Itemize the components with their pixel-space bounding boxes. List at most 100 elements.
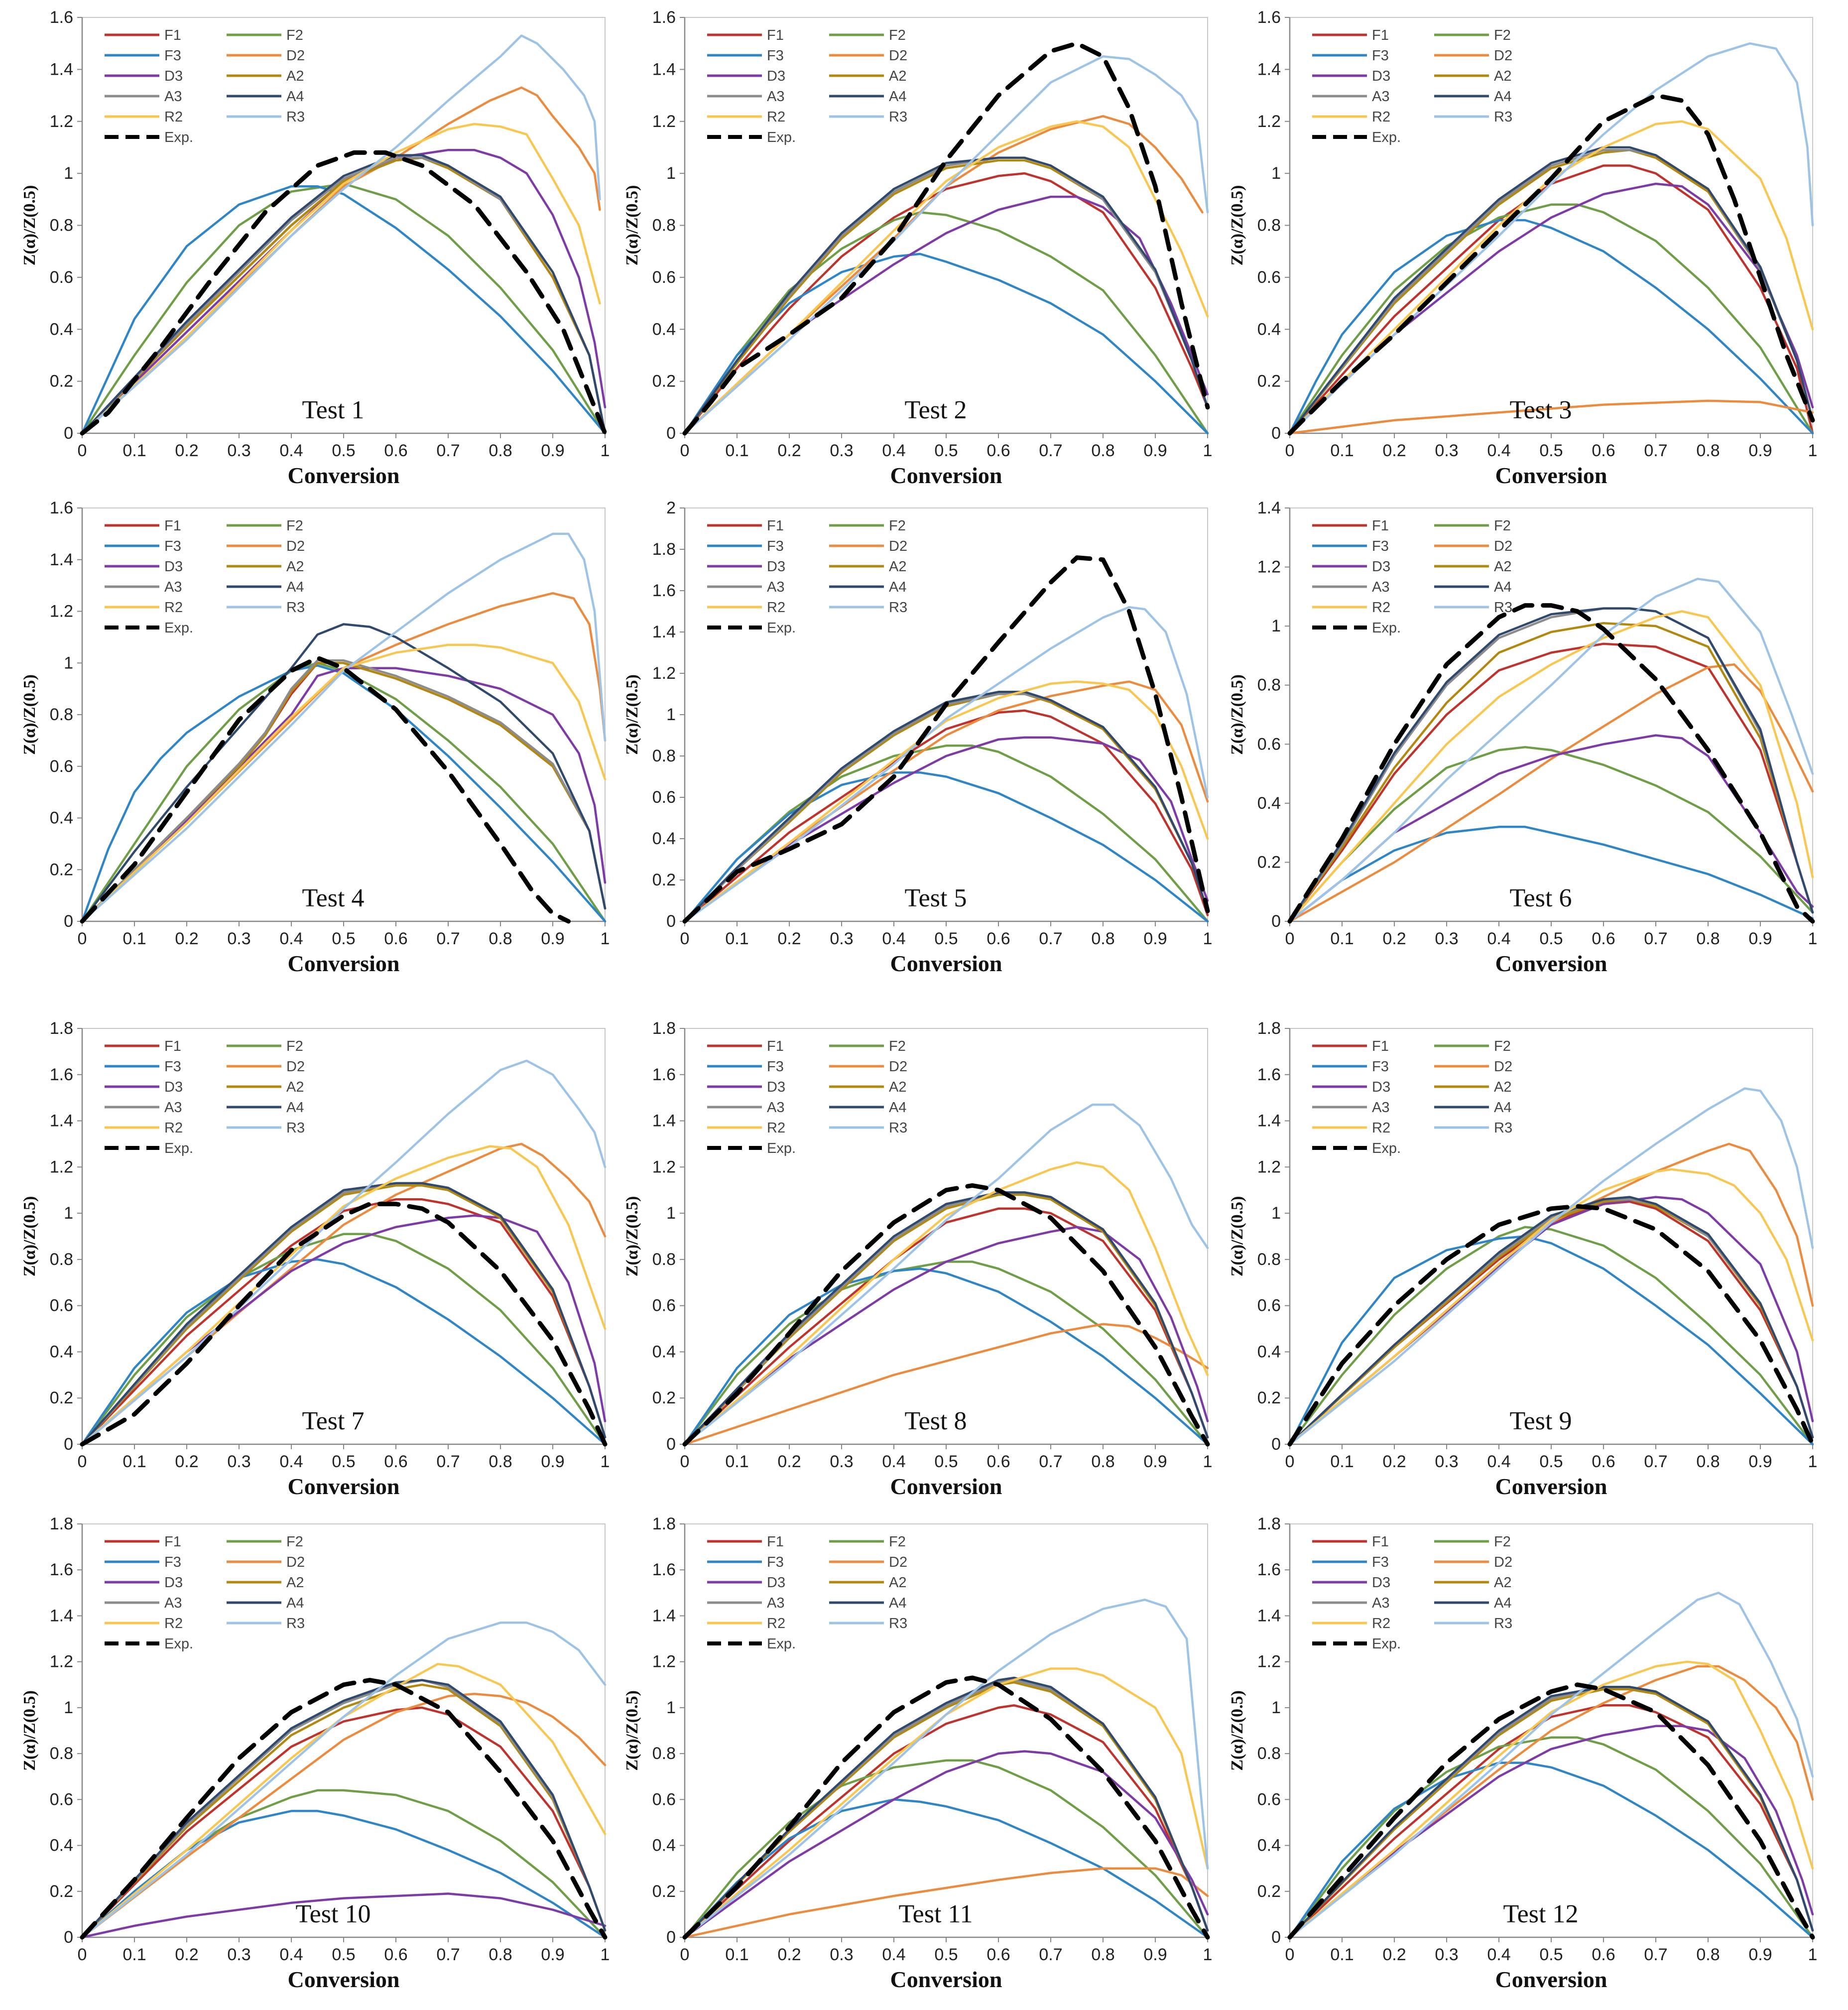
legend-label: A4	[1494, 579, 1511, 595]
series-line-f3	[1288, 826, 1814, 923]
x-tick-label: 0.8	[489, 1945, 512, 1964]
legend-label: A4	[286, 1100, 304, 1116]
x-tick-label: 0	[78, 441, 87, 460]
y-tick-label: 1.4	[1257, 1606, 1281, 1625]
legend-label: D3	[1372, 1079, 1390, 1095]
x-tick-label: 1	[601, 1452, 610, 1471]
y-tick-label: 1	[1271, 164, 1281, 183]
legend-label: A3	[767, 1595, 784, 1611]
x-tick-label: 0.7	[436, 929, 460, 948]
x-tick-label: 0.3	[227, 1945, 250, 1964]
y-tick-label: 0.2	[652, 372, 676, 391]
x-tick-label: 1	[1808, 1945, 1818, 1964]
series-line-f1	[81, 156, 607, 435]
chart-panel-5: 0 0.2 0.4 0.6 0.8 1 1.2 1.4 1.6 1.8 2 0 0.1 0.2 0.3 0.4…	[623, 499, 1212, 976]
series-line-a4	[1288, 146, 1814, 435]
y-tick-label: 1.4	[652, 1112, 676, 1131]
x-tick-label: 1	[1808, 929, 1818, 948]
legend-label: A4	[1494, 89, 1511, 105]
legend-label: F2	[286, 1534, 303, 1550]
x-tick-label: 0.8	[489, 1452, 512, 1471]
y-tick-label: 1.6	[50, 1065, 73, 1084]
legend-label: D2	[286, 48, 305, 64]
legend-label: D3	[767, 559, 785, 575]
y-tick-label: 1.2	[652, 112, 676, 131]
x-axis-title: Conversion	[890, 1474, 1002, 1499]
series-line-r2	[1288, 1660, 1814, 1939]
y-tick-label: 0	[1271, 424, 1281, 443]
series-line-r2	[81, 1663, 607, 1939]
chart-panel-10: 0 0.2 0.4 0.6 0.8 1 1.2 1.4 1.6 1.8 0 0.1 0.2 0.3 0.4 0…	[20, 1514, 610, 1992]
legend-label: F2	[286, 1038, 303, 1054]
legend-label: F1	[767, 1534, 784, 1550]
legend-label: A2	[286, 1575, 304, 1591]
chart-title: Test 4	[302, 884, 365, 912]
series-line-f1	[1288, 1200, 1814, 1446]
y-tick-label: 1.4	[652, 60, 676, 79]
y-tick-label: 1.6	[1257, 1065, 1281, 1084]
legend-label: A2	[889, 68, 906, 84]
series-line-f2	[81, 1233, 607, 1446]
y-tick-label: 0	[64, 1928, 73, 1947]
series-line-d3	[683, 1750, 1209, 1939]
x-tick-label: 0.9	[1748, 441, 1772, 460]
x-tick-label: 0.9	[1748, 1945, 1772, 1964]
series-line-d3	[81, 1892, 607, 1939]
x-tick-label: 0.3	[227, 441, 250, 460]
x-tick-label: 0.2	[777, 441, 801, 460]
legend-label: A3	[164, 1595, 182, 1611]
y-tick-label: 0.8	[1257, 1744, 1281, 1763]
y-tick-label: 1	[64, 1204, 73, 1223]
x-tick-label: 0.4	[882, 1452, 905, 1471]
y-axis-title: Z(α)/Z(0.5)	[623, 1196, 641, 1277]
legend-label: D2	[286, 1059, 305, 1075]
legend-label: F3	[164, 538, 181, 554]
legend-label: A2	[1494, 1079, 1511, 1095]
x-tick-label: 0	[680, 441, 690, 460]
y-tick-label: 0.6	[652, 1790, 676, 1809]
series-line-d3	[1288, 1196, 1814, 1446]
y-tick-label: 1	[1271, 1204, 1281, 1223]
legend-label: A3	[767, 89, 784, 105]
legend-label: F2	[889, 1038, 906, 1054]
series-line-r3	[683, 1598, 1209, 1939]
y-tick-label: 0.6	[1257, 268, 1281, 287]
legend-label: D3	[767, 68, 785, 84]
series-line-exp	[682, 1183, 1210, 1447]
legend-label: F2	[889, 1534, 906, 1550]
x-tick-label: 0.8	[1696, 441, 1720, 460]
x-tick-label: 0.7	[1039, 929, 1062, 948]
series-line-r3	[683, 55, 1209, 435]
legend-label: R2	[1372, 1120, 1390, 1136]
legend-label: D3	[767, 1079, 785, 1095]
series-line-r3	[1288, 1087, 1814, 1446]
series-line-f3	[683, 1798, 1209, 1939]
y-tick-label: 1.8	[652, 540, 676, 559]
x-tick-label: 0.6	[1592, 441, 1615, 460]
y-tick-label: 0.6	[50, 1790, 73, 1809]
legend-label: D3	[1372, 68, 1390, 84]
legend-label: A4	[889, 1100, 906, 1116]
series-line-exp	[682, 41, 1210, 436]
x-tick-label: 0.7	[1039, 1452, 1062, 1471]
x-tick-label: 0.7	[1039, 1945, 1062, 1964]
x-tick-label: 0.3	[830, 1945, 853, 1964]
series-line-f3	[81, 664, 607, 923]
series-line-f2	[81, 662, 607, 923]
chart-title: Test 1	[302, 396, 365, 424]
x-tick-label: 0.3	[1435, 1945, 1458, 1964]
legend-label: R2	[767, 1616, 785, 1632]
legend-label: R3	[889, 1120, 907, 1136]
y-tick-label: 1.4	[1257, 1112, 1281, 1131]
y-tick-label: 1.6	[652, 581, 676, 600]
y-tick-label: 0.6	[1257, 735, 1281, 754]
x-tick-label: 0.4	[882, 441, 905, 460]
legend-label: F1	[1372, 27, 1389, 43]
x-tick-label: 0.8	[1091, 929, 1114, 948]
x-tick-label: 0.1	[1330, 441, 1354, 460]
y-tick-label: 0.6	[652, 268, 676, 287]
y-tick-label: 0.6	[1257, 1790, 1281, 1809]
series-line-exp	[682, 555, 1210, 924]
series-line-d2	[81, 1142, 607, 1446]
legend-label: R2	[1372, 109, 1390, 125]
